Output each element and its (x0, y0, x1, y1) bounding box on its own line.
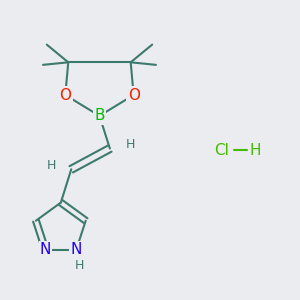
Text: H: H (250, 142, 261, 158)
Text: Cl: Cl (214, 142, 229, 158)
Text: H: H (125, 138, 135, 152)
Text: N: N (40, 242, 51, 257)
Text: O: O (128, 88, 140, 103)
Text: N: N (70, 242, 82, 257)
Text: H: H (46, 159, 56, 172)
Text: B: B (94, 108, 105, 123)
Text: O: O (59, 88, 71, 103)
Text: H: H (74, 259, 84, 272)
